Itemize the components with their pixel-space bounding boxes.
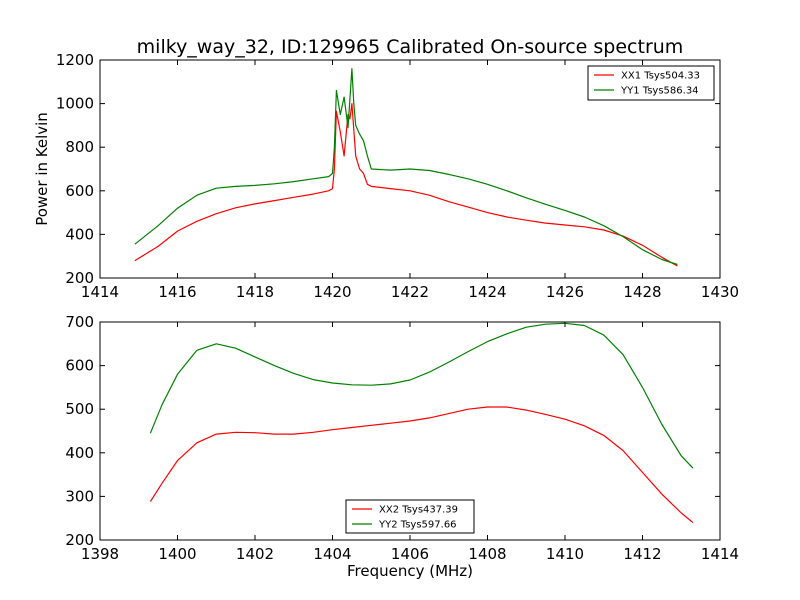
series-line-2 (134, 68, 678, 266)
x-tick-label: 1398 (81, 545, 119, 563)
x-tick-label: 1402 (236, 545, 274, 563)
legend-entry-2: YY2 Tsys597.66 (378, 520, 457, 531)
series-line-2 (149, 322, 694, 469)
y-tick-label: 1200 (56, 51, 94, 69)
x-tick-label: 1400 (158, 545, 196, 563)
x-tick-label: 1410 (546, 545, 584, 563)
y-tick-label: 700 (65, 313, 94, 331)
x-tick-label: 1428 (623, 283, 661, 301)
series-line-1 (134, 102, 678, 267)
x-tick-label: 1430 (701, 283, 739, 301)
y-tick-label: 1000 (56, 95, 94, 113)
y-tick-label: 200 (65, 269, 94, 287)
chart-title: milky_way_32, ID:129965 Calibrated On-so… (137, 36, 684, 58)
legend-box (345, 499, 475, 534)
series-line-1 (149, 406, 694, 524)
x-tick-label: 1420 (313, 283, 351, 301)
y-axis-label: Power in Kelvin (33, 112, 51, 226)
top-subplot: 1414 1416 1418 1420 1422 1424 1426 1428 1430 200 4… (33, 51, 739, 301)
x-tick-label: 1414 (701, 545, 739, 563)
x-tick-label: 1408 (468, 545, 506, 563)
legend: XX1 Tsys504.33 YY1 Tsys586.34 (587, 65, 715, 101)
legend: XX2 Tsys437.39 YY2 Tsys597.66 (345, 499, 475, 534)
y-tick-label: 200 (65, 531, 94, 549)
x-tick-label: 1406 (391, 545, 429, 563)
x-tick-label: 1412 (623, 545, 661, 563)
bottom-subplot: 1398 1400 1402 1404 1406 1408 1410 1412 1414 200 3… (65, 313, 739, 580)
x-tick-label: 1404 (313, 545, 351, 563)
x-tick-label: 1416 (158, 283, 196, 301)
y-tick-label: 600 (65, 357, 94, 375)
y-tick-label: 800 (65, 138, 94, 156)
y-tick-label: 400 (65, 444, 94, 462)
legend-entry-1: XX2 Tsys437.39 (379, 505, 458, 516)
x-tick-label: 1418 (236, 283, 274, 301)
x-axis-label: Frequency (MHz) (347, 562, 473, 580)
legend-box (587, 65, 715, 101)
legend-entry-1: XX1 Tsys504.33 (621, 71, 700, 82)
x-tick-label: 1422 (391, 283, 429, 301)
x-tick-label: 1414 (81, 283, 119, 301)
legend-entry-2: YY1 Tsys586.34 (620, 86, 699, 97)
x-tick-label: 1426 (546, 283, 584, 301)
y-tick-label: 600 (65, 182, 94, 200)
y-tick-label: 300 (65, 487, 94, 505)
x-tick-label: 1424 (468, 283, 506, 301)
y-tick-label: 400 (65, 225, 94, 243)
y-tick-label: 500 (65, 400, 94, 418)
